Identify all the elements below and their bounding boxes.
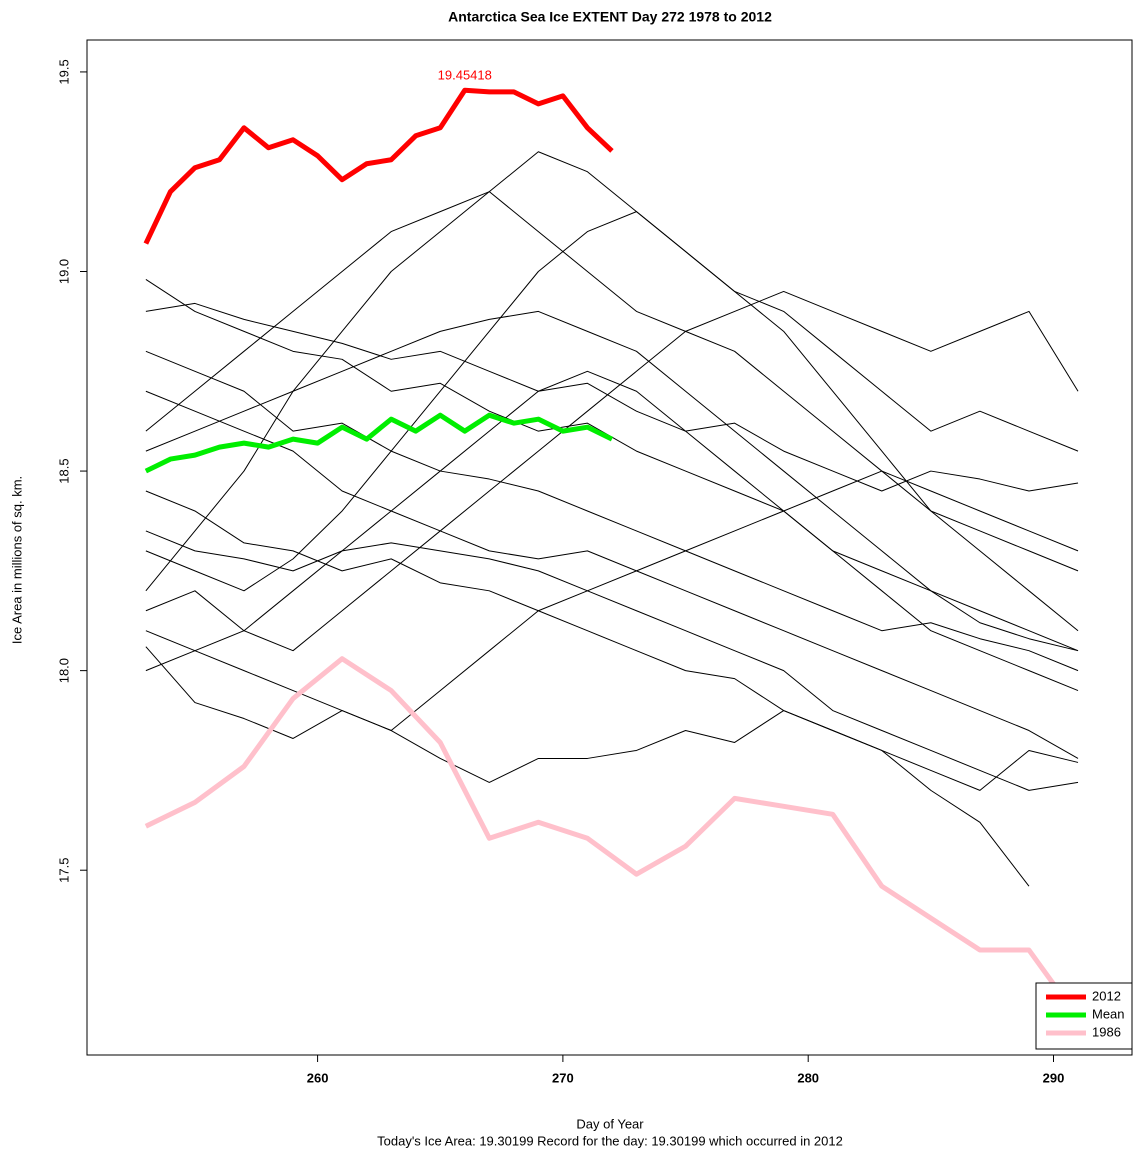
series-line: [145, 310, 1079, 652]
series-line: [145, 530, 1079, 791]
y-tick-label: 19.0: [56, 259, 71, 284]
series-line: [145, 646, 1079, 791]
x-tick-label: 260: [307, 1070, 329, 1085]
series-line: [145, 370, 1079, 692]
series-line: [145, 290, 1079, 652]
x-tick-label: 290: [1043, 1070, 1065, 1085]
y-tick-label: 18.5: [56, 458, 71, 483]
series-line: [145, 490, 1030, 887]
series-line: [145, 350, 1079, 672]
series-line: [145, 302, 1079, 492]
y-tick-label: 19.5: [56, 59, 71, 84]
annotation: 19.45418: [438, 68, 492, 83]
series-line: [144, 656, 1081, 1020]
chart-title: Antarctica Sea Ice EXTENT Day 272 1978 t…: [448, 9, 772, 25]
legend-label: 1986: [1092, 1024, 1121, 1039]
plot-frame: [86, 39, 1133, 1056]
series-line: [145, 279, 1079, 652]
legend-label: 2012: [1092, 988, 1121, 1003]
x-tick-label: 280: [797, 1070, 819, 1085]
y-axis-label: Ice Area in millions of sq. km.: [9, 476, 24, 644]
y-tick-label: 17.5: [56, 858, 71, 883]
lines: [143, 87, 1081, 1020]
y-tick-label: 18.0: [56, 658, 71, 683]
series-line: [145, 151, 1079, 632]
x-tick-label: 270: [552, 1070, 574, 1085]
series-line: [144, 412, 614, 474]
x-axis-label: Day of Year: [576, 1116, 644, 1131]
series-line: [145, 390, 1079, 759]
series-line: [145, 191, 1079, 572]
series-line: [143, 87, 614, 245]
series-line: [145, 211, 1079, 592]
legend-label: Mean: [1092, 1006, 1125, 1021]
subtitle: Today's Ice Area: 19.30199 Record for th…: [377, 1133, 843, 1148]
